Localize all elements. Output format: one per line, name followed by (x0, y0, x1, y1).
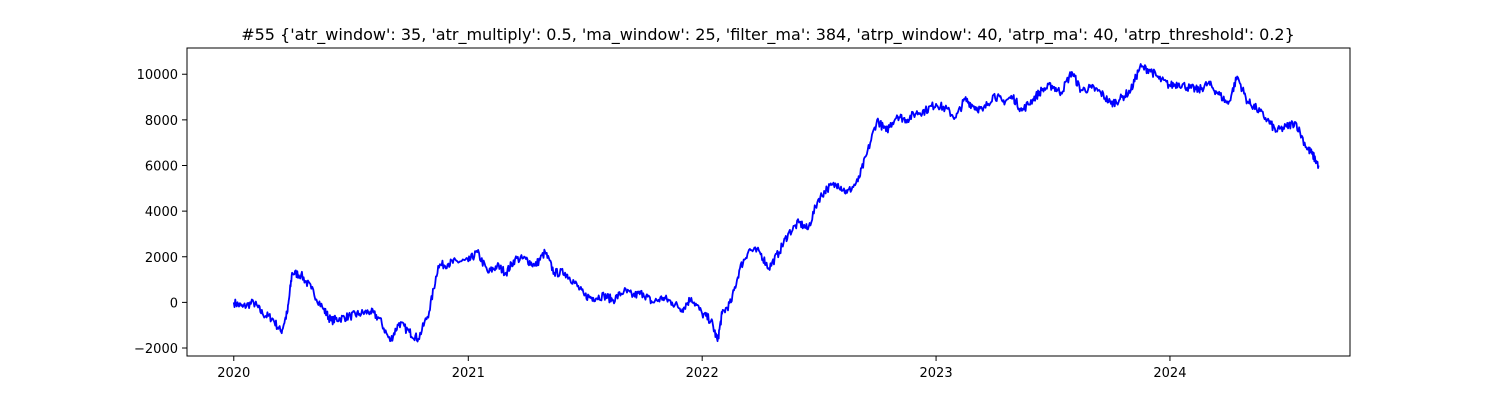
y-tick-label: 6000 (145, 159, 178, 174)
x-tick-label: 2024 (1153, 366, 1186, 381)
y-tick-label: 0 (170, 296, 178, 311)
x-tick-label: 2023 (920, 366, 953, 381)
x-tick-label: 2021 (452, 366, 485, 381)
chart-title: #55 {'atr_window': 35, 'atr_multiply': 0… (241, 25, 1295, 45)
y-tick-label: 10000 (137, 68, 178, 83)
y-tick-label: 2000 (145, 251, 178, 266)
y-axis: −2000 0 2000 4000 6000 8000 10000 (134, 68, 187, 357)
y-tick-label: 8000 (145, 114, 178, 129)
y-tick-label: −2000 (134, 342, 178, 357)
plot-area (232, 63, 1320, 343)
x-tick-label: 2020 (217, 366, 250, 381)
x-axis: 2020 2021 2022 2023 2024 (217, 356, 1186, 381)
y-tick-label: 4000 (145, 205, 178, 220)
plot-frame (186, 47, 1351, 357)
x-tick-label: 2022 (686, 366, 719, 381)
series-line (232, 63, 1320, 343)
